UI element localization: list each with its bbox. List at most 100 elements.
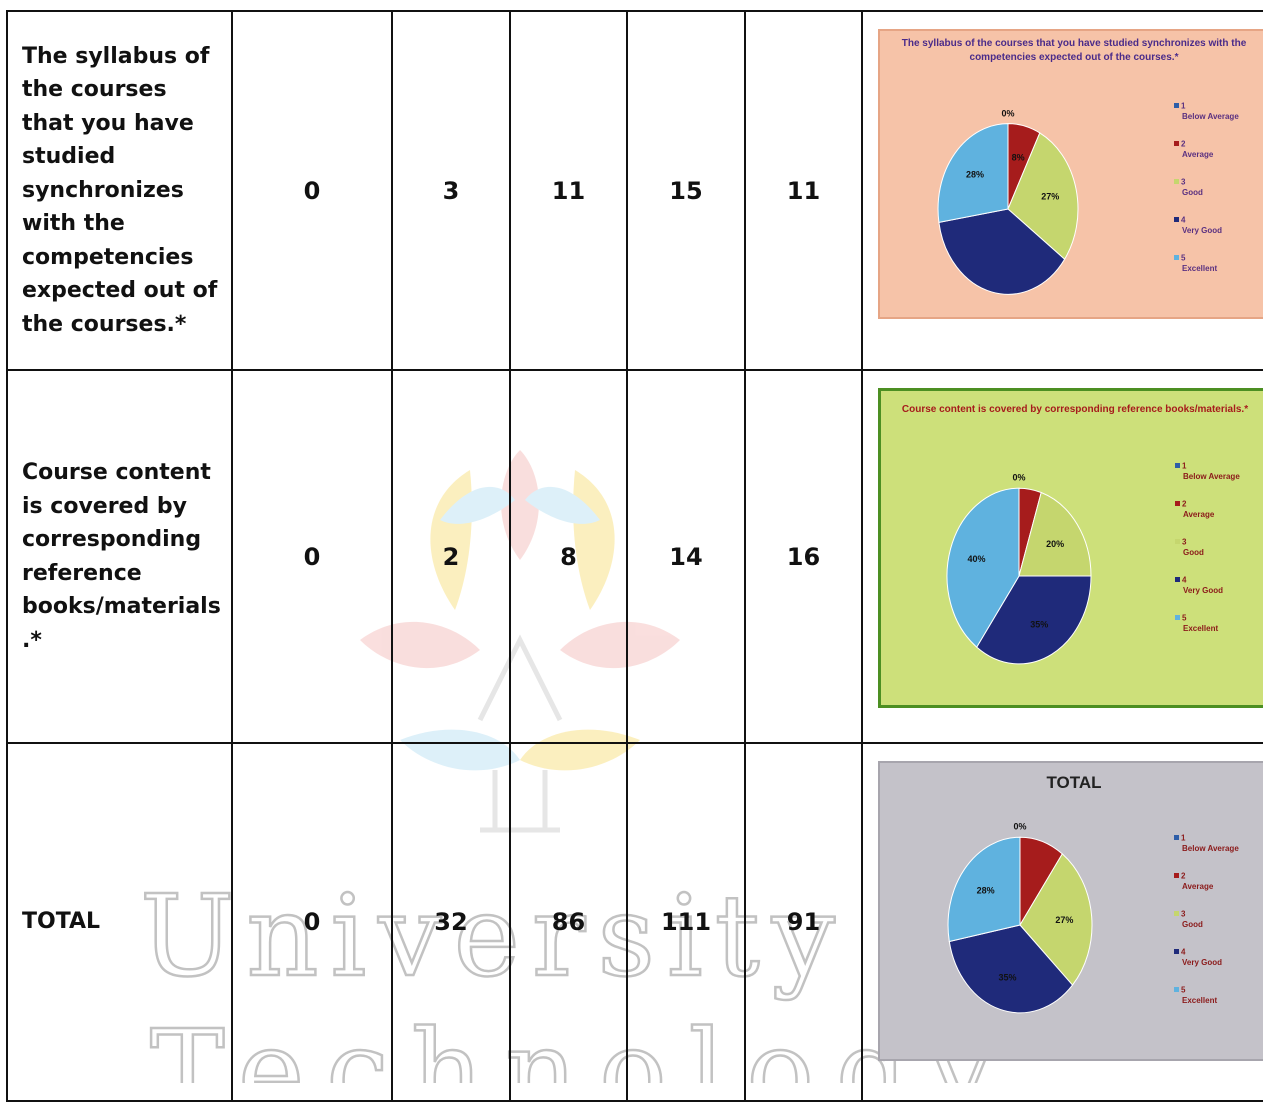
legend-swatch (1174, 835, 1179, 841)
legend-item: 1 Below Average (1175, 461, 1263, 499)
pie-slice-label: 27% (1041, 192, 1059, 202)
table-row: The syllabus of the courses that you hav… (6, 10, 1263, 371)
legend-item: 2 Average (1174, 139, 1263, 177)
pie-svg: 0% 8% 27% 28% (937, 108, 1079, 295)
legend-number: 3 (1182, 537, 1187, 547)
legend: 1 Below Average 2 Average 3 Good 4 Very Good 5 Ex… (1174, 101, 1263, 291)
pie-slice-label: 20% (1046, 539, 1064, 549)
pie-slice (976, 575, 1092, 665)
pie-slice-label: 40% (967, 554, 985, 564)
legend-item: 3 Good (1174, 177, 1263, 215)
legend-number: 1 (1181, 101, 1186, 111)
pie-slice (1018, 491, 1092, 577)
chart-title: The syllabus of the courses that you hav… (901, 38, 1247, 63)
legend: 1 Below Average 2 Average 3 Good 4 Very Good 5 Ex… (1175, 461, 1263, 651)
question-cell: TOTAL (6, 742, 233, 1102)
legend-label: Excellent (1183, 624, 1219, 634)
legend-item: 3 Good (1175, 537, 1263, 575)
legend-number: 4 (1182, 575, 1187, 585)
legend-item: 1 Below Average (1174, 833, 1263, 871)
legend-number: 2 (1181, 871, 1186, 881)
chart-title: TOTAL (1046, 773, 1102, 792)
legend-item: 4 Very Good (1174, 947, 1263, 985)
legend-label: Average (1182, 150, 1214, 160)
pie-slice-label: 27% (1055, 915, 1073, 925)
pie-slice-label: 35% (1030, 620, 1048, 630)
legend-label: Good (1182, 920, 1203, 930)
pie-chart-course-content: Course content is covered by correspondi… (878, 388, 1263, 708)
legend-swatch (1174, 911, 1179, 917)
pie-slice (947, 836, 1021, 943)
table-row: TOTAL 0 32 86 111 91 TOTAL 0% 27% 35% 28% 1… (6, 742, 1263, 1102)
legend-number: 5 (1182, 613, 1187, 623)
legend-item: 2 Average (1175, 499, 1263, 537)
count-very-good: 15 (626, 10, 746, 371)
chart-cell: The syllabus of the courses that you hav… (861, 10, 1263, 371)
count-very-good: 14 (626, 369, 746, 744)
legend-swatch (1174, 217, 1179, 223)
legend-label: Very Good (1182, 958, 1223, 968)
legend-label: Good (1182, 188, 1203, 198)
pie-slice (938, 208, 1066, 295)
chart-cell: TOTAL 0% 27% 35% 28% 1 Below Average 2 Average… (861, 742, 1263, 1102)
survey-results-table: The syllabus of the courses that you hav… (6, 10, 1263, 1102)
legend-swatch (1174, 873, 1179, 879)
legend-swatch (1175, 615, 1180, 621)
count-good: 86 (509, 742, 628, 1102)
legend-swatch (1175, 463, 1180, 469)
legend-item: 5 Excellent (1174, 253, 1263, 291)
count-excellent: 16 (744, 369, 863, 744)
count-excellent: 91 (744, 742, 863, 1102)
legend-swatch (1174, 179, 1179, 185)
count-good: 11 (509, 10, 628, 371)
legend-label: Excellent (1182, 996, 1218, 1006)
legend-number: 5 (1181, 985, 1186, 995)
pie-svg: 0% 27% 35% 28% (947, 822, 1093, 1014)
legend-swatch (1175, 577, 1180, 583)
legend-number: 4 (1181, 215, 1186, 225)
pie-slice-label: 28% (966, 170, 984, 180)
table-row: Course content is covered by correspondi… (6, 369, 1263, 744)
pie-slice (948, 924, 1074, 1014)
legend-item: 4 Very Good (1175, 575, 1263, 613)
pie-slice-label: 8% (1012, 153, 1025, 163)
pie-slice (946, 487, 1020, 648)
legend-item: 2 Average (1174, 871, 1263, 909)
legend-swatch (1174, 141, 1179, 147)
count-below-average: 0 (231, 742, 393, 1102)
legend-swatch (1174, 255, 1179, 261)
count-average: 2 (391, 369, 511, 744)
count-average: 32 (391, 742, 511, 1102)
legend-item: 5 Excellent (1174, 985, 1263, 1023)
count-below-average: 0 (231, 369, 393, 744)
legend-item: 3 Good (1174, 909, 1263, 947)
pie-slice-label: 28% (977, 885, 995, 895)
pie-slice (937, 123, 1009, 223)
legend-number: 3 (1181, 909, 1186, 919)
question-cell: Course content is covered by correspondi… (6, 369, 233, 744)
legend-swatch (1175, 539, 1180, 545)
legend-number: 2 (1182, 499, 1187, 509)
legend-number: 4 (1181, 947, 1186, 957)
count-excellent: 11 (744, 10, 863, 371)
count-average: 3 (391, 10, 511, 371)
legend-number: 5 (1181, 253, 1186, 263)
legend-number: 1 (1182, 461, 1187, 471)
pie-slice-label: 35% (998, 972, 1016, 982)
legend-label: Below Average (1182, 844, 1239, 854)
pie-slice-label: 0% (1013, 822, 1026, 832)
legend-label: Excellent (1182, 264, 1218, 274)
legend-number: 1 (1181, 833, 1186, 843)
legend-item: 4 Very Good (1174, 215, 1263, 253)
question-cell: The syllabus of the courses that you hav… (6, 10, 233, 371)
legend-swatch (1175, 501, 1180, 507)
chart-cell: Course content is covered by correspondi… (861, 369, 1263, 744)
legend-swatch (1174, 103, 1179, 109)
legend-label: Good (1183, 548, 1204, 558)
legend-label: Below Average (1182, 112, 1239, 122)
count-very-good: 111 (626, 742, 746, 1102)
legend-label: Very Good (1182, 226, 1223, 236)
legend-item: 5 Excellent (1175, 613, 1263, 651)
pie-chart-syllabus: The syllabus of the courses that you hav… (878, 29, 1263, 319)
chart-title: Course content is covered by correspondi… (901, 404, 1249, 415)
